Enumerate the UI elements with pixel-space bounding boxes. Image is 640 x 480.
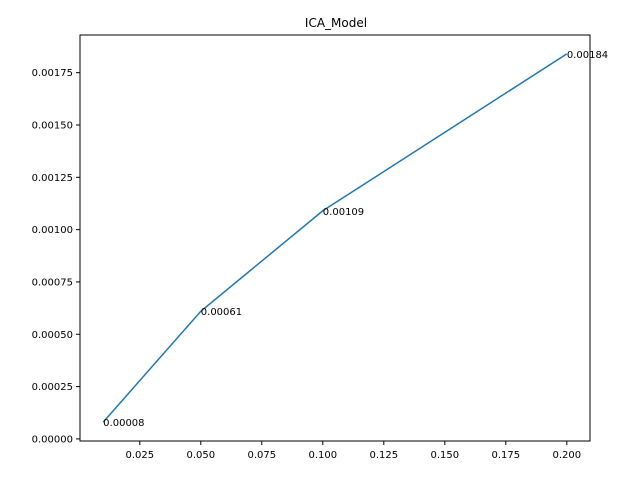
x-tick-label: 0.075 (247, 450, 276, 461)
x-tick-label: 0.175 (491, 450, 520, 461)
data-label: 0.00184 (567, 50, 608, 61)
y-tick-label: 0.00150 (32, 120, 73, 131)
y-tick-label: 0.00075 (32, 277, 73, 288)
x-tick-label: 0.025 (125, 450, 154, 461)
y-tick-label: 0.00025 (32, 382, 73, 393)
plot-frame (79, 34, 591, 442)
x-tick-label: 0.150 (430, 450, 459, 461)
x-tick-label: 0.050 (186, 450, 215, 461)
y-tick-label: 0.00175 (32, 68, 73, 79)
y-tick-label: 0.00050 (32, 330, 73, 341)
data-label: 0.00061 (201, 307, 242, 318)
y-tick-label: 0.00125 (32, 173, 73, 184)
data-label: 0.00008 (103, 418, 144, 429)
data-label: 0.00109 (323, 207, 364, 218)
x-tick-label: 0.200 (552, 450, 581, 461)
y-tick-label: 0.00100 (32, 225, 73, 236)
x-tick-label: 0.125 (369, 450, 398, 461)
y-tick-label: 0.00000 (32, 434, 73, 445)
chart-title: ICA_Model (305, 16, 367, 30)
series-line (102, 53, 568, 423)
x-tick-label: 0.100 (308, 450, 337, 461)
